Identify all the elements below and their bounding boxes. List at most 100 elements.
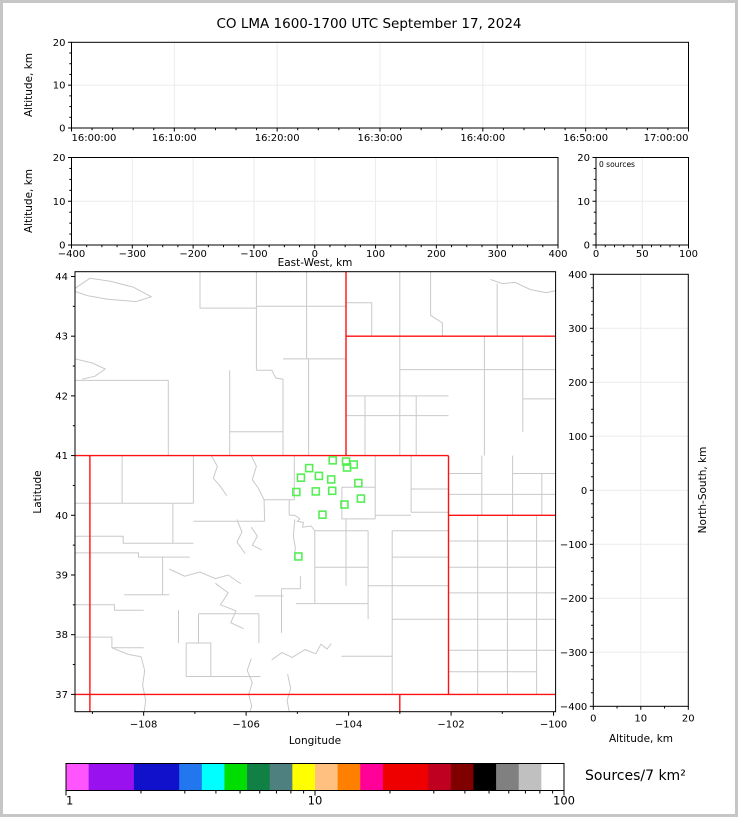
colorbar-segment — [405, 763, 429, 791]
svg-text:38: 38 — [55, 630, 68, 641]
svg-text:100: 100 — [568, 432, 587, 443]
colorbar-label: Sources/7 km² — [585, 768, 686, 784]
lma-station-marker — [292, 487, 301, 497]
svg-text:100: 100 — [366, 249, 385, 260]
svg-text:200: 200 — [568, 378, 587, 389]
colorbar-segment — [88, 763, 112, 791]
lma-station-marker — [314, 471, 324, 481]
svg-text:300: 300 — [488, 249, 507, 260]
ew-height-panel: −400 −300 −200 −100 0 100 200 300 400 0 10 20 — [53, 153, 568, 260]
colorbar-segment — [496, 763, 520, 791]
svg-text:1: 1 — [66, 794, 73, 808]
svg-text:−100: −100 — [540, 720, 567, 731]
colorbar-segment — [201, 763, 225, 791]
colorbar-segment — [337, 763, 361, 791]
map-xlabel: Longitude — [288, 735, 342, 747]
colorbar-segment — [518, 763, 542, 791]
colorbar-segment — [269, 763, 293, 791]
plan-map-panel: −108 −106 −104 −102 −100 37 38 39 40 41 42 43 44 — [55, 271, 567, 731]
source-count-annotation: 0 sources — [599, 160, 635, 169]
svg-text:−108: −108 — [130, 720, 157, 731]
svg-text:44: 44 — [55, 272, 68, 283]
county-boundaries — [75, 271, 556, 712]
ew-height-ylabel: Altitude, km — [23, 168, 35, 234]
svg-text:100: 100 — [553, 794, 575, 808]
ns-height-ylabel: North-South, km — [697, 446, 709, 534]
svg-text:37: 37 — [55, 690, 68, 701]
svg-text:16:20:00: 16:20:00 — [255, 133, 300, 144]
lma-station-marker — [318, 510, 327, 519]
lma-station-marker — [304, 463, 314, 473]
colorbar-segment — [224, 763, 248, 791]
svg-text:42: 42 — [55, 391, 68, 402]
svg-text:20: 20 — [53, 38, 66, 49]
svg-text:0: 0 — [581, 486, 587, 497]
svg-text:10: 10 — [308, 794, 323, 808]
colorbar-segment — [428, 763, 452, 791]
svg-text:−400: −400 — [560, 702, 587, 713]
svg-text:−104: −104 — [335, 720, 362, 731]
svg-text:−100: −100 — [560, 540, 587, 551]
svg-text:10: 10 — [577, 197, 590, 208]
svg-text:10: 10 — [53, 197, 66, 208]
colorbar-segment — [111, 763, 135, 791]
svg-text:20: 20 — [682, 713, 695, 724]
svg-text:10: 10 — [53, 81, 66, 92]
svg-text:−100: −100 — [240, 249, 267, 260]
svg-text:16:50:00: 16:50:00 — [563, 133, 608, 144]
svg-text:400: 400 — [548, 249, 567, 260]
svg-text:−200: −200 — [179, 249, 206, 260]
svg-text:16:00:00: 16:00:00 — [72, 133, 117, 144]
svg-text:20: 20 — [53, 153, 66, 164]
lma-station-marker — [326, 475, 336, 484]
ns-height-xlabel: Altitude, km — [608, 733, 674, 745]
colorbar-segment — [66, 763, 90, 791]
lma-station-marker — [349, 460, 359, 469]
svg-text:400: 400 — [568, 270, 587, 281]
colorbar: 1 10 100 — [65, 763, 575, 808]
lma-station-marker — [340, 500, 349, 509]
lma-station-marker — [354, 478, 363, 488]
svg-text:43: 43 — [55, 332, 68, 343]
map-ylabel: Latitude — [32, 470, 44, 514]
lma-station-marker — [328, 456, 338, 465]
svg-text:17:00:00: 17:00:00 — [644, 133, 689, 144]
lma-station-marker — [327, 486, 337, 496]
lma-station-marker — [356, 494, 366, 503]
svg-text:0: 0 — [312, 249, 318, 260]
svg-text:10: 10 — [634, 713, 647, 724]
colorbar-segment — [292, 763, 316, 791]
colorbar-segment — [450, 763, 474, 791]
lma-station-marker — [296, 473, 306, 482]
colorbar-segment — [541, 763, 565, 791]
svg-text:200: 200 — [427, 249, 446, 260]
lma-stations — [292, 456, 366, 561]
alt-histogram-panel: 0 50 100 0 10 20 — [577, 153, 698, 260]
svg-text:41: 41 — [55, 451, 68, 462]
svg-text:−300: −300 — [119, 249, 146, 260]
svg-text:16:40:00: 16:40:00 — [460, 133, 505, 144]
svg-text:−200: −200 — [560, 594, 587, 605]
colorbar-segment — [156, 763, 180, 791]
svg-text:100: 100 — [679, 249, 698, 260]
colorbar-segment — [473, 763, 497, 791]
svg-text:0: 0 — [593, 249, 599, 260]
svg-text:−102: −102 — [437, 720, 464, 731]
state-boundaries — [75, 271, 556, 712]
svg-text:20: 20 — [577, 153, 590, 164]
svg-text:0: 0 — [59, 241, 65, 252]
time-height-ylabel: Altitude, km — [23, 52, 35, 118]
svg-text:−106: −106 — [232, 720, 259, 731]
colorbar-segment — [133, 763, 158, 791]
svg-text:300: 300 — [568, 324, 587, 335]
svg-text:39: 39 — [55, 570, 68, 581]
colorbar-segment — [382, 763, 407, 791]
lma-station-marker — [294, 552, 303, 561]
colorbar-segment — [247, 763, 271, 791]
svg-text:16:10:00: 16:10:00 — [152, 133, 197, 144]
svg-text:0: 0 — [59, 124, 65, 135]
time-height-panel: 16:00:00 16:10:00 16:20:00 16:30:00 16:40:00… — [53, 38, 689, 144]
colorbar-segment — [360, 763, 384, 791]
